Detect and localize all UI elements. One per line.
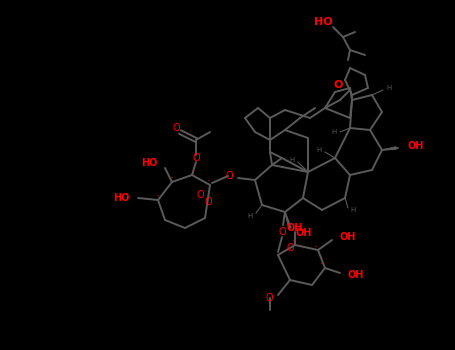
Text: HO: HO — [114, 193, 130, 203]
Text: HO: HO — [314, 17, 333, 27]
Text: H: H — [290, 157, 295, 163]
Text: OH: OH — [340, 232, 356, 242]
Text: OH: OH — [287, 223, 303, 233]
Text: O: O — [286, 243, 294, 253]
Text: ·: · — [314, 241, 318, 254]
Text: O: O — [204, 197, 212, 207]
Text: ·: · — [191, 166, 195, 178]
Text: O: O — [265, 293, 273, 303]
Text: H: H — [317, 147, 322, 153]
Text: O: O — [196, 190, 204, 200]
Text: H: H — [332, 129, 337, 135]
Text: ·: · — [207, 175, 211, 189]
Text: H: H — [350, 207, 355, 213]
Text: ·: · — [156, 190, 160, 203]
Text: OH: OH — [295, 228, 311, 238]
Text: O: O — [278, 227, 286, 237]
Text: H: H — [386, 85, 391, 91]
Text: O: O — [192, 153, 200, 163]
Text: H: H — [248, 213, 253, 219]
Text: O: O — [225, 171, 233, 181]
Text: O: O — [334, 80, 343, 90]
Text: O: O — [172, 123, 180, 133]
Polygon shape — [285, 212, 292, 229]
Text: OH: OH — [348, 270, 364, 280]
Text: ·: · — [292, 236, 296, 248]
Polygon shape — [382, 147, 396, 150]
Text: OH: OH — [408, 141, 425, 151]
Text: ·: · — [170, 173, 174, 186]
Text: HO: HO — [142, 158, 158, 168]
Text: ·: · — [320, 259, 324, 272]
